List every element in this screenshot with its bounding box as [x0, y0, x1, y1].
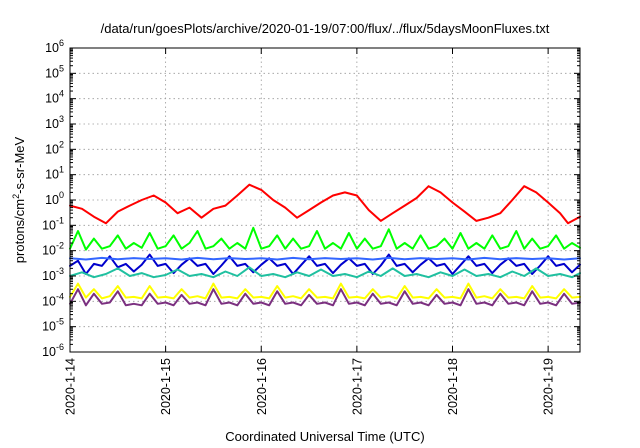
y-tick-label: 103 [45, 114, 64, 131]
y-tick-label: 104 [45, 89, 64, 106]
x-axis-label: Coordinated Universal Time (UTC) [225, 429, 424, 444]
y-axis-label-rest: -s-sr-MeV [12, 136, 27, 193]
series-line-3 [69, 253, 581, 275]
series-layer [69, 183, 581, 307]
series-line-2 [69, 226, 581, 251]
y-tick-label: 10-3 [42, 266, 64, 283]
x-tick-label: 2020-1-17 [350, 358, 364, 415]
y-tick-label: 100 [45, 190, 64, 207]
y-axis-label-base: protons/cm [12, 199, 27, 263]
series-line-4 [69, 256, 581, 261]
series-line-6 [69, 282, 581, 300]
y-tick-label: 106 [45, 38, 64, 55]
y-tick-label: 10-6 [42, 342, 64, 359]
y-tick-label: 105 [45, 63, 64, 80]
x-tick-label: 2020-1-15 [159, 358, 173, 415]
x-tick-label: 2020-1-18 [446, 358, 460, 415]
series-line-7 [69, 288, 581, 307]
y-tick-label: 10-4 [42, 291, 64, 308]
y-axis-label: protons/cm2-s-sr-MeV [11, 136, 27, 263]
y-axis-label-sup: 2 [11, 194, 21, 199]
series-line-5 [69, 266, 581, 279]
x-tick-label: 2020-1-14 [64, 358, 78, 415]
y-tick-label: 101 [45, 165, 64, 182]
y-tick-label: 10-1 [42, 215, 64, 232]
y-tick-label: 10-5 [42, 317, 64, 334]
x-tick-label: 2020-1-16 [255, 358, 269, 415]
y-tick-label: 10-2 [42, 241, 64, 258]
chart-title: /data/run/goesPlots/archive/2020-01-19/0… [101, 21, 550, 36]
x-axis-ticks: 2020-1-14 2020-1-15 2020-1-16 2020-1-17 2020… [64, 48, 556, 415]
y-axis-ticks: 10-6 10-5 10-4 10-3 10-2 10-1 100 101 102 103 104 1… [42, 38, 580, 359]
y-tick-label: 102 [45, 139, 64, 156]
series-line-1 [69, 183, 581, 225]
x-tick-label: 2020-1-19 [542, 358, 556, 415]
